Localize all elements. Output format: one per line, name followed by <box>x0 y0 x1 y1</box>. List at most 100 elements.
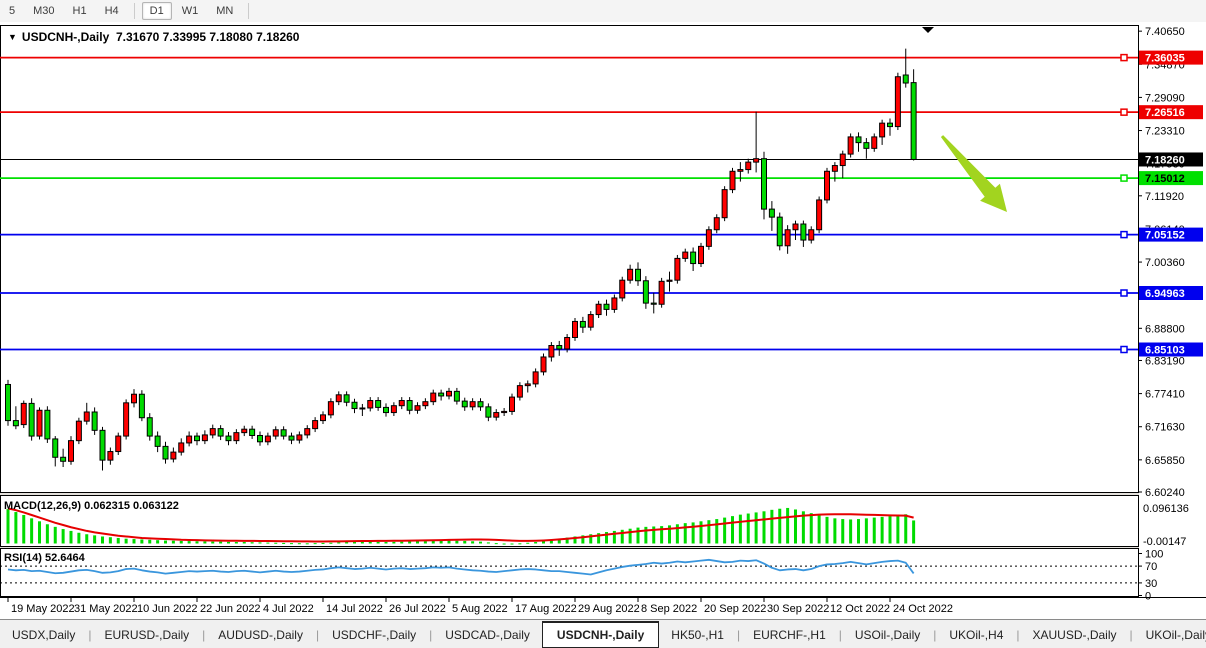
tab-separator: | <box>315 627 320 642</box>
macd-values: 0.062315 0.063122 <box>84 500 179 512</box>
macd-histogram-bar <box>589 534 593 544</box>
symbol-dropdown-icon[interactable]: ▼ <box>8 32 17 42</box>
macd-histogram-bar <box>770 509 774 544</box>
chart-tab-USDCAD-Daily[interactable]: USDCAD-,Daily <box>445 627 530 642</box>
macd-histogram-bar <box>605 532 608 544</box>
line-handle[interactable] <box>1120 53 1128 62</box>
down-right-arrow[interactable] <box>940 135 1007 212</box>
macd-histogram-bar <box>313 543 317 545</box>
timeframe-button-5[interactable]: 5 <box>9 5 16 17</box>
chart-window[interactable]: 7.406507.348707.290907.233107.175307.119… <box>0 22 1206 619</box>
rsi-axis-label: 100 <box>1145 549 1163 561</box>
line-handle[interactable] <box>1120 108 1128 116</box>
candle-down <box>690 251 697 265</box>
macd-histogram-bar <box>557 538 561 544</box>
candle-down <box>44 409 51 440</box>
timeframe-button-MN[interactable]: MN <box>216 5 234 17</box>
candle-up <box>186 435 193 444</box>
candle-down <box>863 142 870 149</box>
chart-tab-EURCHF-H1[interactable]: EURCHF-,H1 <box>753 627 826 642</box>
macd-histogram-bar <box>723 517 727 544</box>
chart-tab-USDCNH-Daily[interactable]: USDCNH-,Daily <box>541 620 660 648</box>
timeframe-button-D1[interactable]: D1 <box>141 2 172 20</box>
macd-histogram-bar <box>290 543 293 545</box>
chart-tab-XAUUSD-Daily[interactable]: XAUUSD-,Daily <box>1032 627 1117 642</box>
macd-histogram-bar <box>628 528 632 544</box>
candle-down <box>225 435 232 442</box>
macd-histogram-bar <box>691 522 695 544</box>
timeframe-button-W1[interactable]: W1 <box>181 5 199 17</box>
macd-histogram-bar <box>376 541 380 544</box>
tab-separator: | <box>88 627 92 642</box>
macd-histogram-bar <box>164 540 167 544</box>
timeframe-button-H4[interactable]: H4 <box>104 5 119 17</box>
macd-histogram-bar <box>423 541 427 544</box>
timeframe-button-M30[interactable]: M30 <box>33 5 55 17</box>
chart-tab-HK50-H1[interactable]: HK50-,H1 <box>671 627 724 642</box>
macd-histogram-bar <box>22 515 26 544</box>
macd-histogram-bar <box>384 542 388 544</box>
chart-tab-EURUSD-Daily[interactable]: EURUSD-,Daily <box>104 627 190 642</box>
candle-up <box>572 320 578 338</box>
line-handle[interactable] <box>1120 174 1128 182</box>
candle-up <box>729 170 736 191</box>
macd-histogram-bar <box>337 542 341 544</box>
macd-histogram-bar <box>274 542 278 544</box>
price-level-badge-text: 7.18260 <box>1145 154 1185 166</box>
candle-up <box>808 229 815 241</box>
date-axis-label: 31 May 2022 <box>74 603 138 615</box>
macd-histogram-bar <box>227 541 230 544</box>
chart-tab-USDX-Daily[interactable]: USDX,Daily <box>12 627 76 642</box>
candle-up <box>705 229 712 247</box>
line-handle[interactable] <box>1120 345 1128 354</box>
date-axis-label: 14 Jul 2022 <box>326 603 383 615</box>
macd-histogram-bar <box>93 535 97 544</box>
macd-histogram-bar <box>778 508 782 544</box>
candle-up <box>312 420 319 430</box>
candle-down <box>91 411 98 431</box>
candle-down <box>162 445 169 460</box>
macd-histogram-bar <box>439 540 443 544</box>
macd-histogram-bar <box>864 518 868 544</box>
candle-down <box>485 406 492 418</box>
tab-separator: | <box>429 627 433 642</box>
pane-separator[interactable] <box>0 493 1206 495</box>
chart-tab-AUDUSD-Daily[interactable]: AUDUSD-,Daily <box>218 627 303 642</box>
chart-tab-UKOil-H4[interactable]: UKOil-,H4 <box>949 627 1004 642</box>
candle-down <box>154 435 161 447</box>
macd-histogram-bar <box>888 516 892 544</box>
chart-tab-UKOil-Daily[interactable]: UKOil-,Daily <box>1145 627 1206 642</box>
macd-histogram-bar <box>447 540 451 544</box>
price-axis[interactable] <box>1139 22 1206 618</box>
chart-tab-bar: USDX,Daily | EURUSD-,Daily | AUDUSD-,Daily | U… <box>0 619 1206 648</box>
macd-histogram-bar <box>416 541 419 544</box>
price-level-badge-text: 6.94963 <box>1145 288 1185 300</box>
candle-up <box>894 76 901 128</box>
price-axis-label: 7.23310 <box>1145 126 1185 138</box>
candle-up <box>272 429 279 437</box>
main-pane[interactable] <box>0 25 1139 493</box>
candle-up <box>36 409 43 437</box>
chart-tab-USDCHF-Daily[interactable]: USDCHF-,Daily <box>332 627 417 642</box>
line-handle[interactable] <box>1120 230 1128 239</box>
tab-separator: | <box>202 627 206 642</box>
macd-histogram-bar <box>258 542 262 544</box>
pane-separator[interactable] <box>0 547 1206 548</box>
candle-down <box>603 303 610 310</box>
chart-canvas[interactable]: 7.406507.348707.290907.233107.175307.119… <box>0 22 1206 619</box>
date-axis-label: 24 Oct 2022 <box>893 603 953 615</box>
candle-down <box>800 223 807 241</box>
chart-tab-USOil-Daily[interactable]: USOil-,Daily <box>854 627 921 642</box>
candle-down <box>99 429 106 461</box>
macd-histogram-bar <box>612 530 616 544</box>
timeframe-button-H1[interactable]: H1 <box>72 5 87 17</box>
candle-up <box>469 401 476 408</box>
macd-histogram-bar <box>872 517 876 544</box>
macd-histogram-bar <box>880 516 884 544</box>
line-handle[interactable] <box>1120 289 1128 297</box>
price-axis-label: 6.71630 <box>1145 422 1185 434</box>
candle-down <box>438 392 445 397</box>
macd-histogram-bar <box>715 519 719 544</box>
macd-histogram-bar <box>896 515 900 544</box>
